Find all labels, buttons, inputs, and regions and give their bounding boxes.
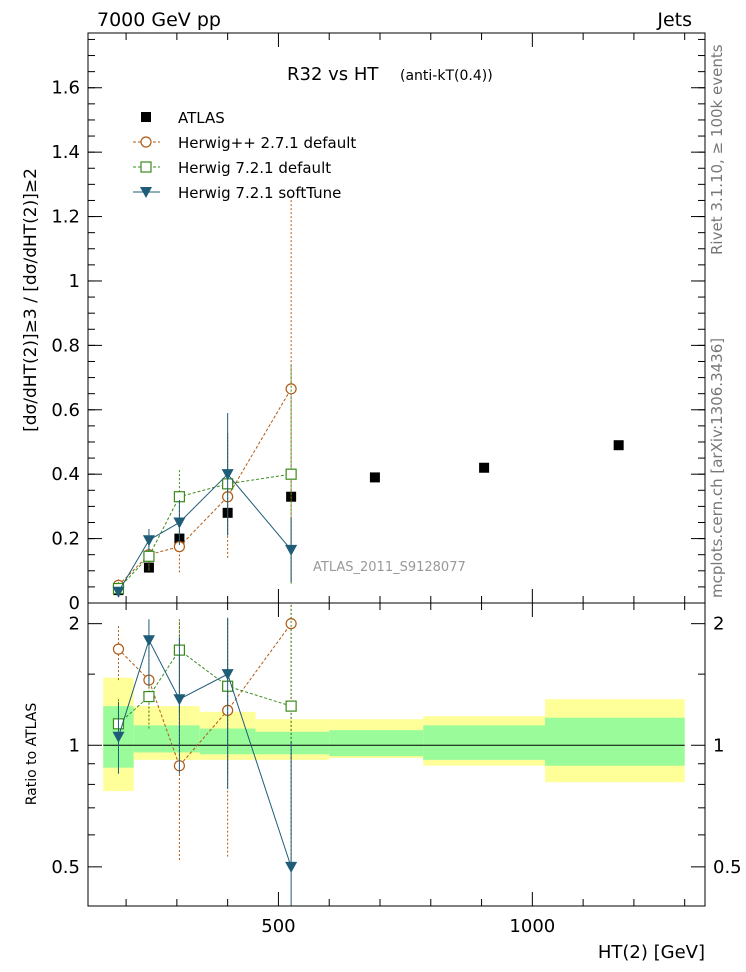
legend-marker xyxy=(140,187,152,198)
ratio-data-point xyxy=(112,731,125,743)
source-label: mcplots.cern.ch [arXiv:1306.3436] xyxy=(708,338,726,598)
data-point xyxy=(285,468,297,480)
rivet-label: Rivet 3.1.10, ≥ 100k events xyxy=(708,44,726,255)
main-y-tick-label: 1 xyxy=(69,271,80,292)
legend-label: Herwig++ 2.7.1 default xyxy=(178,134,356,152)
main-subtitle: (anti-kT(0.4)) xyxy=(400,68,493,84)
main-series-layer xyxy=(112,195,624,598)
x-tick-label: 500 xyxy=(261,916,295,937)
data-point xyxy=(112,586,125,598)
ratio-data-point xyxy=(285,618,297,630)
ratio-data-point xyxy=(112,643,125,655)
main-y-axis-label: [dσ/dHT(2)]≥3 / [dσ/dHT(2)]≥2 xyxy=(21,168,41,432)
ratio-y-tick-label: 2 xyxy=(69,614,80,635)
data-point xyxy=(479,462,490,473)
ratio-data-point xyxy=(285,861,298,873)
ratio-y-tick-label-right: 2 xyxy=(713,614,724,635)
ratio-data-point xyxy=(285,700,297,712)
ratio-y-tick-label-right: 1 xyxy=(713,735,724,756)
inner-band xyxy=(545,717,685,766)
main-axes: 0 0.2 0.4 0.6 0.8 1 1.2 1.4 1.6 xyxy=(51,33,705,614)
main-y-tick-label: 0.2 xyxy=(51,529,80,550)
x-tick-label: 1000 xyxy=(509,916,555,937)
x-axis-label: HT(2) [GeV] xyxy=(598,942,705,963)
ratio-data-point xyxy=(142,635,155,647)
ratio-frame xyxy=(87,602,706,907)
ratio-series-layer xyxy=(112,603,298,906)
main-y-tick-label: 0.6 xyxy=(51,400,80,421)
legend-label: ATLAS xyxy=(178,109,225,127)
legend-label: Herwig 7.2.1 softTune xyxy=(178,184,341,202)
legend-marker xyxy=(140,136,152,148)
ratio-data-point xyxy=(221,669,234,681)
main-y-tick-label: 1.2 xyxy=(51,207,80,228)
data-point xyxy=(613,440,624,451)
data-point xyxy=(369,472,380,483)
series-line xyxy=(118,388,292,586)
legend-label: Herwig 7.2.1 default xyxy=(178,159,331,177)
ratio-y-tick-label-right: 0.5 xyxy=(713,857,742,878)
inner-band xyxy=(423,725,546,760)
data-point xyxy=(221,469,234,481)
main-y-tick-label: 0.8 xyxy=(51,335,80,356)
ratio-data-point xyxy=(143,690,155,703)
main-y-tick-label: 0 xyxy=(69,593,80,614)
ratio-data-point xyxy=(173,694,186,706)
energy-label: 7000 GeV pp xyxy=(97,9,221,31)
ratio-y-tick-label: 0.5 xyxy=(51,857,80,878)
ratio-y-tick-label: 1 xyxy=(69,735,80,756)
ratio-y-axis-label: Ratio to ATLAS xyxy=(24,703,40,806)
main-y-tick-label: 1.4 xyxy=(51,142,80,163)
data-point xyxy=(142,535,155,547)
main-title: R32 vs HT xyxy=(287,64,379,85)
process-label: Jets xyxy=(656,9,692,31)
data-point xyxy=(285,544,298,556)
data-point xyxy=(285,383,297,395)
ratio-uncertainty-bands xyxy=(103,677,685,792)
data-point xyxy=(143,550,155,562)
analysis-label: ATLAS_2011_S9128077 xyxy=(313,560,466,575)
legend-marker xyxy=(140,161,152,173)
inner-band xyxy=(329,730,424,757)
legend: ATLAS Herwig++ 2.7.1 default Herwig 7.2.1 … xyxy=(133,109,356,202)
ratio-axes: 0.5 0.5 1 1 2 2 500 1000 xyxy=(51,603,742,937)
series-line xyxy=(118,473,292,592)
legend-marker xyxy=(141,112,151,122)
main-y-tick-label: 0.4 xyxy=(51,464,80,485)
data-point xyxy=(173,517,186,529)
main-y-tick-label: 1.6 xyxy=(51,78,80,99)
inner-band xyxy=(255,731,330,755)
